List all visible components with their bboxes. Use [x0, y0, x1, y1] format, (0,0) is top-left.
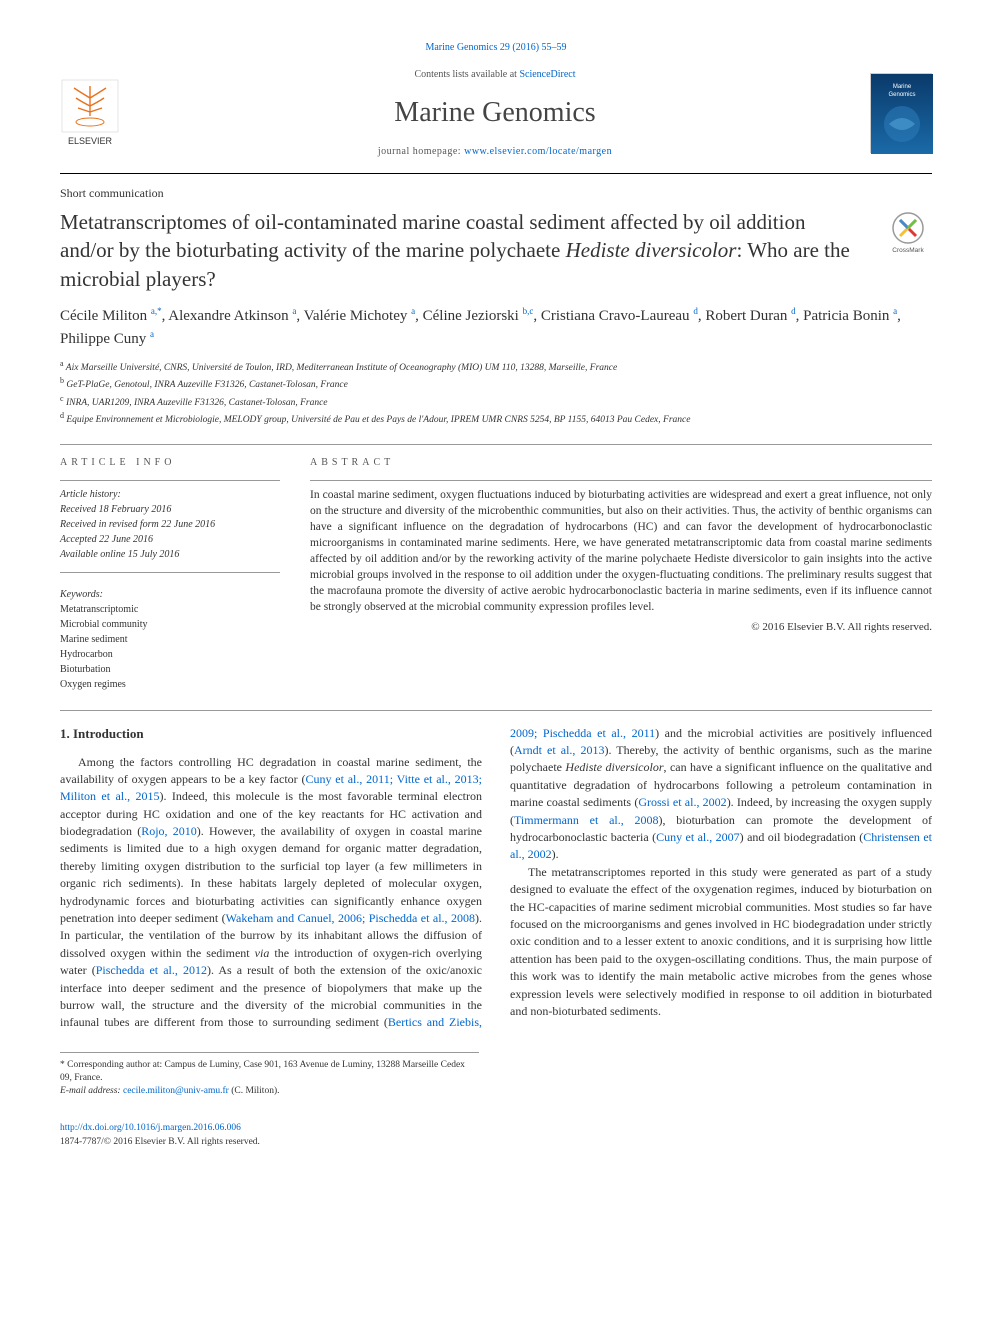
author: Valérie Michotey a — [304, 308, 415, 324]
author: Robert Duran d — [705, 308, 795, 324]
homepage-link[interactable]: www.elsevier.com/locate/margen — [464, 146, 612, 157]
footer: http://dx.doi.org/10.1016/j.margen.2016.… — [60, 1121, 932, 1150]
article-body: 1. Introduction Among the factors contro… — [60, 725, 932, 1032]
issn-copyright: 1874-7787/© 2016 Elsevier B.V. All right… — [60, 1137, 260, 1147]
ref-link[interactable]: Timmermann et al., 2008 — [514, 813, 659, 827]
author: Alexandre Atkinson a — [168, 308, 296, 324]
history-revised: Received in revised form 22 June 2016 — [60, 517, 280, 532]
keyword: Oxygen regimes — [60, 677, 280, 692]
abstract-rule — [310, 480, 932, 481]
svg-text:Genomics: Genomics — [888, 92, 915, 98]
svg-text:Marine: Marine — [893, 84, 912, 90]
history-received: Received 18 February 2016 — [60, 502, 280, 517]
corr-email-suffix: (C. Militon). — [231, 1086, 279, 1096]
journal-cover: Marine Genomics — [870, 73, 932, 153]
author: Philippe Cuny a — [60, 331, 154, 347]
affiliation: d Equipe Environnement et Microbiologie,… — [60, 410, 932, 427]
sciencedirect-link[interactable]: ScienceDirect — [519, 69, 575, 80]
affiliation: b GeT-PlaGe, Genotoul, INRA Auzeville F3… — [60, 375, 932, 392]
intro-paragraph-2: The metatranscriptomes reported in this … — [510, 864, 932, 1021]
corr-text: Corresponding author at: Campus de Lumin… — [60, 1060, 465, 1083]
meta-rule-top — [60, 444, 932, 445]
keyword: Bioturbation — [60, 662, 280, 677]
keyword: Microbial community — [60, 617, 280, 632]
homepage-line: journal homepage: www.elsevier.com/locat… — [120, 144, 870, 159]
affiliation: c INRA, UAR1209, INRA Auzeville F31326, … — [60, 393, 932, 410]
keyword: Metatranscriptomic — [60, 602, 280, 617]
affiliations-list: a Aix Marseille Université, CNRS, Univer… — [60, 358, 932, 428]
ref-link[interactable]: Pischedda et al., 2012 — [96, 963, 207, 977]
keywords: Keywords: MetatranscriptomicMicrobial co… — [60, 587, 280, 692]
history-online: Available online 15 July 2016 — [60, 547, 280, 562]
elsevier-logo: ELSEVIER — [60, 78, 120, 148]
article-type: Short communication — [60, 184, 932, 202]
abstract-label: abstract — [310, 455, 932, 470]
keywords-rule — [60, 572, 280, 573]
history-label: Article history: — [60, 487, 280, 502]
abstract-copyright: © 2016 Elsevier B.V. All rights reserved… — [310, 619, 932, 636]
header-rule — [60, 173, 932, 174]
keyword: Marine sediment — [60, 632, 280, 647]
corr-email-link[interactable]: cecile.militon@univ-amu.fr — [123, 1086, 229, 1096]
abstract-text: In coastal marine sediment, oxygen fluct… — [310, 487, 932, 616]
svg-text:CrossMark: CrossMark — [892, 247, 924, 254]
keywords-label: Keywords: — [60, 587, 280, 602]
authors-list: Cécile Militon a,*, Alexandre Atkinson a… — [60, 305, 932, 350]
section-heading-intro: 1. Introduction — [60, 725, 482, 744]
contents-line: Contents lists available at ScienceDirec… — [120, 67, 870, 82]
crossmark-badge[interactable]: CrossMark — [884, 208, 932, 256]
keyword: Hydrocarbon — [60, 647, 280, 662]
article-history: Article history: Received 18 February 20… — [60, 487, 280, 562]
ref-link[interactable]: Rojo, 2010 — [141, 824, 197, 838]
author: Patricia Bonin a — [803, 308, 897, 324]
corr-marker: * — [60, 1060, 65, 1070]
abstract-bottom-rule — [60, 710, 932, 711]
journal-header: ELSEVIER Contents lists available at Sci… — [60, 67, 932, 159]
journal-title: Marine Genomics — [120, 92, 870, 134]
contents-prefix: Contents lists available at — [414, 69, 519, 80]
author: Cécile Militon a,* — [60, 308, 162, 324]
author: Cristiana Cravo-Laureau d — [541, 308, 698, 324]
info-rule — [60, 480, 280, 481]
ref-link[interactable]: Arndt et al., 2013 — [514, 743, 604, 757]
history-accepted: Accepted 22 June 2016 — [60, 532, 280, 547]
ref-link[interactable]: Grossi et al., 2002 — [638, 795, 726, 809]
article-title: Metatranscriptomes of oil-contaminated m… — [60, 208, 884, 293]
article-info-label: article info — [60, 455, 280, 470]
corresponding-note: * Corresponding author at: Campus de Lum… — [60, 1052, 479, 1099]
ref-link[interactable]: Wakeham and Canuel, 2006; Pischedda et a… — [226, 911, 475, 925]
elsevier-text: ELSEVIER — [68, 136, 113, 146]
doi-link[interactable]: http://dx.doi.org/10.1016/j.margen.2016.… — [60, 1123, 241, 1133]
author: Céline Jeziorski b,c — [423, 308, 534, 324]
title-species: Hediste diversicolor — [566, 238, 737, 262]
top-citation: Marine Genomics 29 (2016) 55–59 — [60, 40, 932, 55]
ref-link[interactable]: Cuny et al., 2007 — [656, 830, 740, 844]
homepage-prefix: journal homepage: — [378, 146, 464, 157]
corr-email-label: E-mail address: — [60, 1086, 121, 1096]
affiliation: a Aix Marseille Université, CNRS, Univer… — [60, 358, 932, 375]
